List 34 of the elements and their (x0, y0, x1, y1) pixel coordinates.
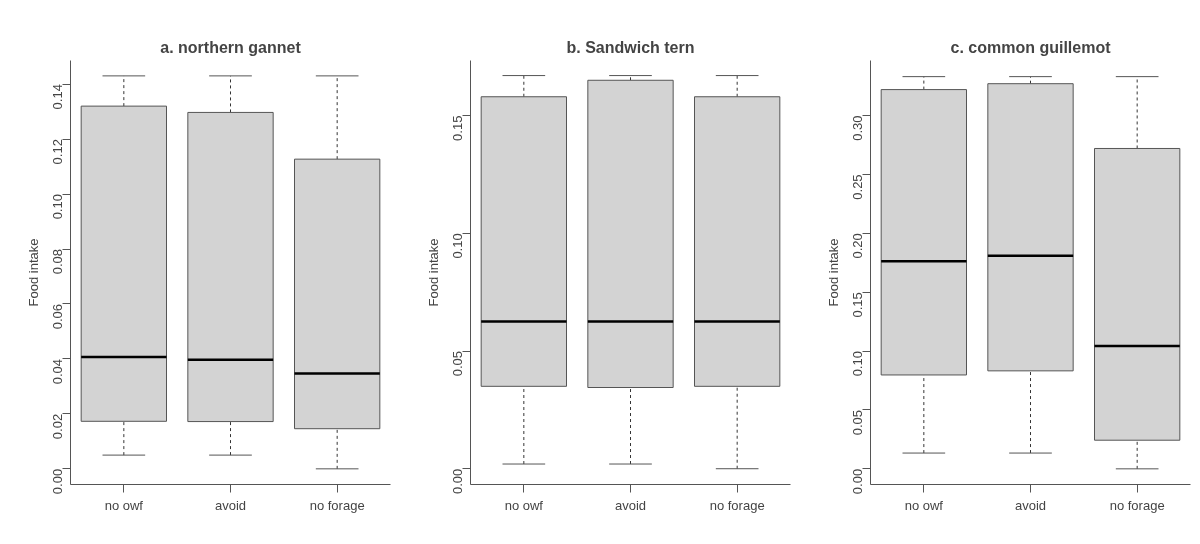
y-tick-label: 0.10 (50, 194, 65, 220)
y-axis-title: Food intake (825, 238, 841, 307)
y-tick-label: 0.06 (50, 303, 65, 330)
y-tick-label: 0.08 (50, 248, 65, 275)
y-tick-label: 0.10 (450, 233, 465, 259)
chart-title: c. common guillemot (950, 38, 1112, 56)
x-tick-label: no forage (309, 497, 365, 513)
x-tick-label: avoid (1014, 497, 1047, 513)
chart-title: a. northern gannet (160, 38, 302, 56)
x-tick-label: no forage (709, 497, 765, 513)
y-tick-label: 0.25 (850, 174, 865, 200)
x-tick-label: no owf (904, 497, 944, 513)
y-tick-label: 0.20 (850, 233, 865, 259)
y-tick-label: 0.30 (850, 115, 865, 141)
x-tick-label: no owf (504, 497, 544, 513)
y-tick-label: 0.04 (50, 358, 65, 385)
y-tick-label: 0.00 (850, 468, 865, 495)
y-tick-label: 0.00 (450, 468, 465, 495)
chart-title: b. Sandwich tern (566, 38, 695, 56)
y-axis-title: Food intake (425, 238, 441, 307)
x-tick-label: no owf (104, 497, 144, 513)
y-tick-label: 0.00 (50, 468, 65, 495)
y-tick-label: 0.15 (450, 115, 465, 141)
y-tick-label: 0.05 (450, 351, 465, 377)
y-axis-title: Food intake (25, 238, 41, 307)
y-tick-label: 0.05 (850, 409, 865, 436)
y-tick-label: 0.10 (850, 351, 865, 377)
x-tick-label: avoid (214, 497, 247, 513)
y-tick-label: 0.15 (850, 292, 865, 318)
y-tick-label: 0.02 (50, 413, 65, 440)
y-tick-label: 0.12 (50, 139, 65, 165)
x-tick-label: avoid (614, 497, 647, 513)
y-tick-label: 0.14 (50, 84, 65, 110)
x-tick-label: no forage (1109, 497, 1165, 513)
